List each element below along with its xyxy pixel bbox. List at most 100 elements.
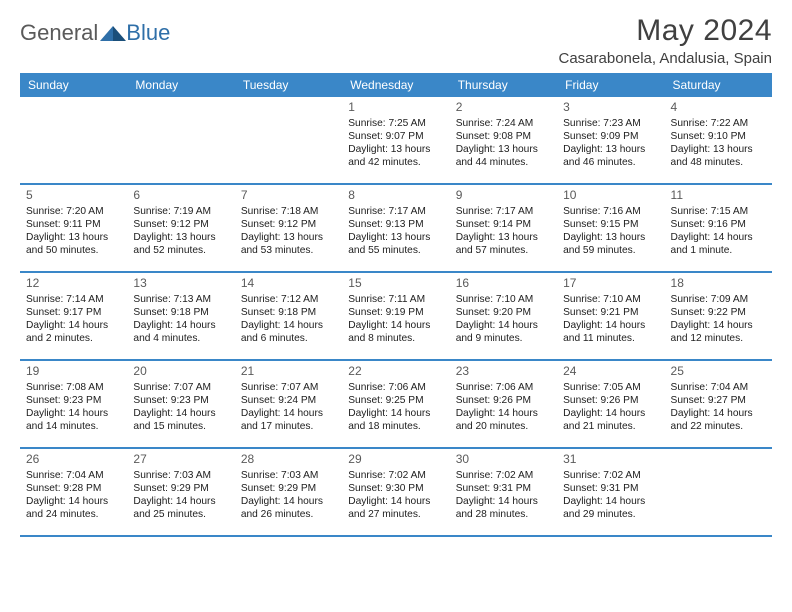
daylight-line: Daylight: 14 hours and 14 minutes.: [26, 407, 121, 434]
day-cell: 28Sunrise: 7:03 AMSunset: 9:29 PMDayligh…: [235, 449, 342, 535]
sunrise-line: Sunrise: 7:23 AM: [563, 117, 658, 130]
daylight-line: Daylight: 13 hours and 55 minutes.: [348, 231, 443, 258]
daylight-line: Daylight: 14 hours and 15 minutes.: [133, 407, 228, 434]
brand-logo: General Blue: [20, 14, 170, 46]
sunrise-line: Sunrise: 7:03 AM: [133, 469, 228, 482]
day-cell: 8Sunrise: 7:17 AMSunset: 9:13 PMDaylight…: [342, 185, 449, 271]
day-header: Saturday: [665, 73, 772, 97]
sunset-line: Sunset: 9:28 PM: [26, 482, 121, 495]
sunset-line: Sunset: 9:09 PM: [563, 130, 658, 143]
sunrise-line: Sunrise: 7:06 AM: [348, 381, 443, 394]
day-cell: [20, 97, 127, 183]
sunset-line: Sunset: 9:30 PM: [348, 482, 443, 495]
daylight-line: Daylight: 14 hours and 6 minutes.: [241, 319, 336, 346]
day-number: 7: [241, 188, 336, 204]
day-number: 23: [456, 364, 551, 380]
week-row: 12Sunrise: 7:14 AMSunset: 9:17 PMDayligh…: [20, 273, 772, 361]
day-number: 3: [563, 100, 658, 116]
day-cell: 17Sunrise: 7:10 AMSunset: 9:21 PMDayligh…: [557, 273, 664, 359]
sunset-line: Sunset: 9:12 PM: [241, 218, 336, 231]
sunset-line: Sunset: 9:23 PM: [133, 394, 228, 407]
day-number: 19: [26, 364, 121, 380]
day-cell: 3Sunrise: 7:23 AMSunset: 9:09 PMDaylight…: [557, 97, 664, 183]
day-cell: [235, 97, 342, 183]
sunrise-line: Sunrise: 7:17 AM: [348, 205, 443, 218]
sunset-line: Sunset: 9:07 PM: [348, 130, 443, 143]
day-cell: 1Sunrise: 7:25 AMSunset: 9:07 PMDaylight…: [342, 97, 449, 183]
sunrise-line: Sunrise: 7:15 AM: [671, 205, 766, 218]
day-cell: 12Sunrise: 7:14 AMSunset: 9:17 PMDayligh…: [20, 273, 127, 359]
day-cell: 4Sunrise: 7:22 AMSunset: 9:10 PMDaylight…: [665, 97, 772, 183]
day-number: 18: [671, 276, 766, 292]
day-number: 21: [241, 364, 336, 380]
day-cell: 31Sunrise: 7:02 AMSunset: 9:31 PMDayligh…: [557, 449, 664, 535]
day-number: 25: [671, 364, 766, 380]
day-number: 22: [348, 364, 443, 380]
sunset-line: Sunset: 9:14 PM: [456, 218, 551, 231]
sunrise-line: Sunrise: 7:02 AM: [348, 469, 443, 482]
sunset-line: Sunset: 9:13 PM: [348, 218, 443, 231]
week-row: 1Sunrise: 7:25 AMSunset: 9:07 PMDaylight…: [20, 97, 772, 185]
sunrise-line: Sunrise: 7:16 AM: [563, 205, 658, 218]
sunrise-line: Sunrise: 7:18 AM: [241, 205, 336, 218]
day-number: 15: [348, 276, 443, 292]
day-header: Monday: [127, 73, 234, 97]
day-cell: 25Sunrise: 7:04 AMSunset: 9:27 PMDayligh…: [665, 361, 772, 447]
logo-triangle-icon: [100, 23, 126, 41]
day-cell: 23Sunrise: 7:06 AMSunset: 9:26 PMDayligh…: [450, 361, 557, 447]
day-cell: 22Sunrise: 7:06 AMSunset: 9:25 PMDayligh…: [342, 361, 449, 447]
sunrise-line: Sunrise: 7:08 AM: [26, 381, 121, 394]
sunrise-line: Sunrise: 7:20 AM: [26, 205, 121, 218]
daylight-line: Daylight: 14 hours and 17 minutes.: [241, 407, 336, 434]
day-cell: 7Sunrise: 7:18 AMSunset: 9:12 PMDaylight…: [235, 185, 342, 271]
day-number: 26: [26, 452, 121, 468]
daylight-line: Daylight: 14 hours and 9 minutes.: [456, 319, 551, 346]
daylight-line: Daylight: 14 hours and 28 minutes.: [456, 495, 551, 522]
sunset-line: Sunset: 9:29 PM: [241, 482, 336, 495]
day-cell: 27Sunrise: 7:03 AMSunset: 9:29 PMDayligh…: [127, 449, 234, 535]
sunrise-line: Sunrise: 7:11 AM: [348, 293, 443, 306]
daylight-line: Daylight: 14 hours and 29 minutes.: [563, 495, 658, 522]
day-cell: 14Sunrise: 7:12 AMSunset: 9:18 PMDayligh…: [235, 273, 342, 359]
day-cell: 19Sunrise: 7:08 AMSunset: 9:23 PMDayligh…: [20, 361, 127, 447]
day-cell: 5Sunrise: 7:20 AMSunset: 9:11 PMDaylight…: [20, 185, 127, 271]
title-block: May 2024 Casarabonela, Andalusia, Spain: [559, 14, 773, 67]
daylight-line: Daylight: 14 hours and 22 minutes.: [671, 407, 766, 434]
day-cell: 21Sunrise: 7:07 AMSunset: 9:24 PMDayligh…: [235, 361, 342, 447]
sunset-line: Sunset: 9:23 PM: [26, 394, 121, 407]
day-cell: 16Sunrise: 7:10 AMSunset: 9:20 PMDayligh…: [450, 273, 557, 359]
day-cell: 10Sunrise: 7:16 AMSunset: 9:15 PMDayligh…: [557, 185, 664, 271]
daylight-line: Daylight: 13 hours and 53 minutes.: [241, 231, 336, 258]
daylight-line: Daylight: 14 hours and 1 minute.: [671, 231, 766, 258]
sunset-line: Sunset: 9:10 PM: [671, 130, 766, 143]
sunset-line: Sunset: 9:15 PM: [563, 218, 658, 231]
sunrise-line: Sunrise: 7:22 AM: [671, 117, 766, 130]
sunrise-line: Sunrise: 7:24 AM: [456, 117, 551, 130]
sunrise-line: Sunrise: 7:19 AM: [133, 205, 228, 218]
day-cell: 24Sunrise: 7:05 AMSunset: 9:26 PMDayligh…: [557, 361, 664, 447]
daylight-line: Daylight: 13 hours and 59 minutes.: [563, 231, 658, 258]
day-header-row: SundayMondayTuesdayWednesdayThursdayFrid…: [20, 73, 772, 97]
sunset-line: Sunset: 9:18 PM: [241, 306, 336, 319]
day-number: 9: [456, 188, 551, 204]
calendar-page: General Blue May 2024 Casarabonela, Anda…: [0, 0, 792, 545]
sunrise-line: Sunrise: 7:13 AM: [133, 293, 228, 306]
sunrise-line: Sunrise: 7:04 AM: [671, 381, 766, 394]
day-header: Wednesday: [342, 73, 449, 97]
day-cell: 26Sunrise: 7:04 AMSunset: 9:28 PMDayligh…: [20, 449, 127, 535]
sunrise-line: Sunrise: 7:02 AM: [563, 469, 658, 482]
day-number: 31: [563, 452, 658, 468]
day-header: Sunday: [20, 73, 127, 97]
day-number: 10: [563, 188, 658, 204]
sunrise-line: Sunrise: 7:12 AM: [241, 293, 336, 306]
day-number: 8: [348, 188, 443, 204]
sunrise-line: Sunrise: 7:06 AM: [456, 381, 551, 394]
day-number: 13: [133, 276, 228, 292]
day-number: 20: [133, 364, 228, 380]
sunset-line: Sunset: 9:27 PM: [671, 394, 766, 407]
daylight-line: Daylight: 14 hours and 12 minutes.: [671, 319, 766, 346]
day-cell: 18Sunrise: 7:09 AMSunset: 9:22 PMDayligh…: [665, 273, 772, 359]
week-row: 26Sunrise: 7:04 AMSunset: 9:28 PMDayligh…: [20, 449, 772, 537]
page-header: General Blue May 2024 Casarabonela, Anda…: [20, 14, 772, 67]
day-cell: 6Sunrise: 7:19 AMSunset: 9:12 PMDaylight…: [127, 185, 234, 271]
